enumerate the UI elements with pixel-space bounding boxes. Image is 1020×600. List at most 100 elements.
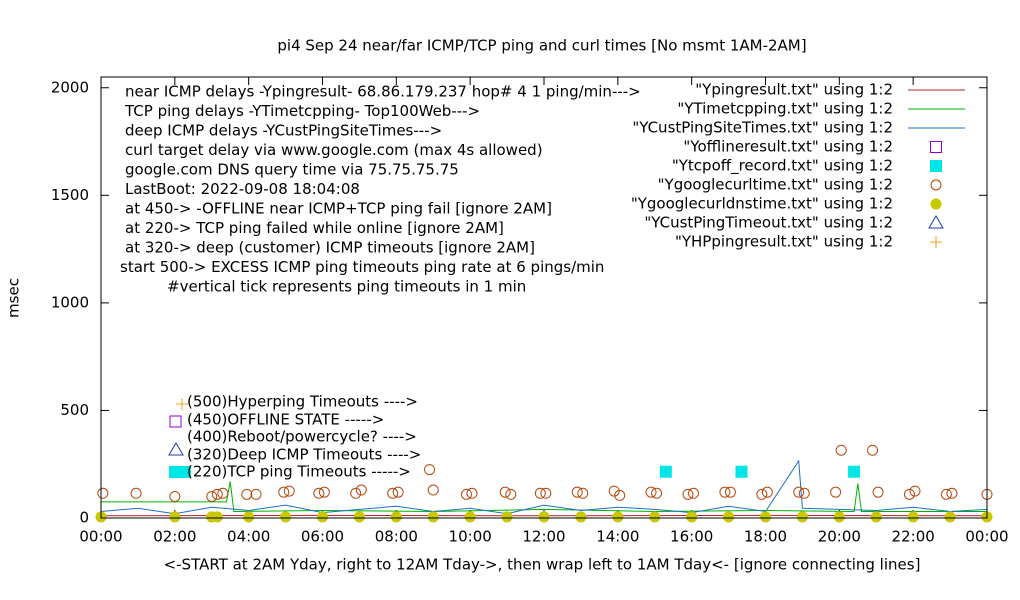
- y-tick-label: 1500: [51, 186, 89, 204]
- annotation: google.com DNS query time via 75.75.75.7…: [125, 161, 459, 179]
- annotation: near ICMP delays -Ypingresult- 68.86.179…: [125, 83, 641, 101]
- x-tick-label: 02:00: [153, 528, 196, 546]
- key-note: (320)Deep ICMP Timeouts ---->: [187, 446, 421, 464]
- point: [651, 487, 663, 499]
- legend-label: "YTimetcpping.txt" using 1:2: [677, 100, 893, 118]
- point: [250, 488, 262, 500]
- plot-frame: [100, 76, 988, 519]
- point: [614, 489, 626, 501]
- point: [612, 511, 624, 523]
- legend-swatch: [930, 141, 942, 153]
- point: [540, 487, 552, 499]
- point: [424, 464, 436, 476]
- legend-swatch: [930, 236, 942, 248]
- point: [870, 511, 882, 523]
- annotation: TCP ping delays -YTimetcpping- Top100Web…: [124, 102, 480, 120]
- annotation: start 500-> EXCESS ICMP ping timeouts pi…: [120, 258, 604, 276]
- key-note: (450)OFFLINE STATE ----->: [187, 411, 384, 429]
- legend-label: "YCustPingSiteTimes.txt" using 1:2: [632, 119, 893, 137]
- point: [241, 488, 253, 500]
- point: [835, 444, 847, 456]
- point: [387, 487, 399, 499]
- annotation: deep ICMP delays -YCustPingSiteTimes--->: [125, 122, 442, 140]
- key-note-symbols: [168, 398, 191, 478]
- x-tick-label: 00:00: [79, 528, 122, 546]
- point: [534, 487, 546, 499]
- point: [466, 487, 478, 499]
- point: [427, 511, 439, 523]
- legend-swatch: [930, 179, 942, 191]
- legend-label: "Yofflineresult.txt" using 1:2: [683, 138, 893, 156]
- annotation: at 450-> -OFFLINE near ICMP+TCP ping fai…: [125, 200, 552, 218]
- chart-title: pi4 Sep 24 near/far ICMP/TCP ping and cu…: [277, 37, 806, 55]
- series-line: [101, 481, 987, 513]
- x-tick-label: 06:00: [301, 528, 344, 546]
- point: [645, 486, 657, 498]
- legend-label: "YHPpingresult.txt" using 1:2: [675, 233, 893, 251]
- point: [659, 465, 672, 478]
- tcp-symbol: [169, 466, 191, 478]
- point: [505, 488, 517, 500]
- legend-label: "Ygooglecurltime.txt" using 1:2: [658, 176, 893, 194]
- point: [686, 511, 698, 523]
- point: [211, 488, 223, 500]
- x-tick-label: 14:00: [596, 528, 639, 546]
- plus-symbol: [176, 398, 188, 410]
- point: [427, 484, 439, 496]
- point: [760, 511, 771, 523]
- point: [946, 487, 958, 499]
- point: [688, 487, 700, 499]
- legend-swatch: [930, 160, 942, 172]
- point: [130, 487, 142, 499]
- point: [798, 487, 810, 499]
- y-tick-label: 1000: [51, 293, 89, 311]
- x-tick-label: 04:00: [227, 528, 270, 546]
- y-tick-label: 500: [60, 401, 89, 419]
- point: [682, 488, 694, 500]
- legend-swatch: [928, 215, 944, 229]
- key-note: (400)Reboot/powercycle? ---->: [187, 428, 417, 446]
- point: [278, 486, 290, 498]
- point: [793, 486, 805, 498]
- point: [217, 487, 229, 499]
- key-note: (500)Hyperping Timeouts ---->: [187, 393, 418, 411]
- point: [460, 488, 472, 500]
- point: [318, 486, 330, 498]
- point: [169, 511, 181, 523]
- point: [575, 511, 587, 523]
- point: [719, 486, 731, 498]
- legend-label: "YCustPingTimeout.txt" using 1:2: [644, 214, 893, 232]
- point: [571, 486, 583, 498]
- y-tick-label: 2000: [51, 78, 89, 96]
- point: [940, 488, 952, 500]
- point: [903, 488, 915, 500]
- point: [97, 487, 109, 499]
- legend-label: "Ytcpoff_record.txt" using 1:2: [672, 157, 893, 176]
- point: [848, 465, 861, 478]
- point: [735, 465, 748, 478]
- point: [280, 511, 292, 523]
- point: [538, 511, 550, 523]
- legend-label: "Ypingresult.txt" using 1:2: [695, 81, 893, 99]
- point: [724, 486, 736, 498]
- point: [355, 484, 367, 496]
- x-tick-label: 18:00: [744, 528, 787, 546]
- point: [243, 511, 255, 523]
- annotation: at 220-> TCP ping failed while online [i…: [125, 219, 504, 237]
- point: [392, 486, 404, 498]
- annotation: curl target delay via www.google.com (ma…: [125, 141, 543, 159]
- square-symbol: [169, 415, 182, 428]
- x-tick-label: 20:00: [818, 528, 861, 546]
- point: [649, 511, 661, 523]
- legend-swatch: [930, 198, 942, 210]
- point: [608, 485, 620, 497]
- x-tick-label: 08:00: [375, 528, 418, 546]
- annotation: #vertical tick represents ping timeouts …: [167, 278, 526, 296]
- point: [313, 487, 325, 499]
- point: [283, 485, 295, 497]
- point: [907, 511, 919, 523]
- point: [577, 487, 589, 499]
- triangle-symbol: [168, 442, 184, 456]
- annotation: at 320-> deep (customer) ICMP timeouts […: [125, 239, 535, 257]
